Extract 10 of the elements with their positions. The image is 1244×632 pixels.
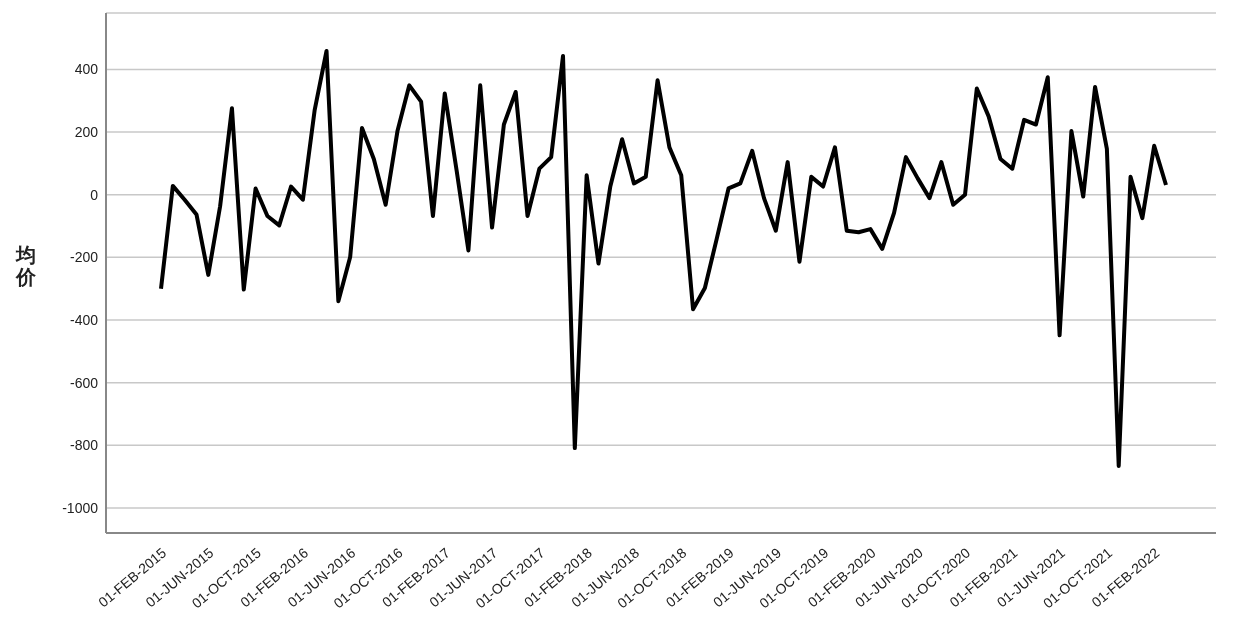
line-series xyxy=(159,48,1168,468)
y-tick-label: -800 xyxy=(69,437,99,454)
y-tick-label: -400 xyxy=(69,311,99,328)
y-tick-label: -1000 xyxy=(62,499,99,516)
y-tick-label: -600 xyxy=(69,374,99,391)
y-tick-label: -200 xyxy=(69,249,99,266)
y-tick-label: 400 xyxy=(74,61,99,78)
y-tick-label: 200 xyxy=(74,124,99,141)
y-tick-label: 0 xyxy=(90,186,99,203)
y-axis-title: 均价 xyxy=(15,243,37,289)
